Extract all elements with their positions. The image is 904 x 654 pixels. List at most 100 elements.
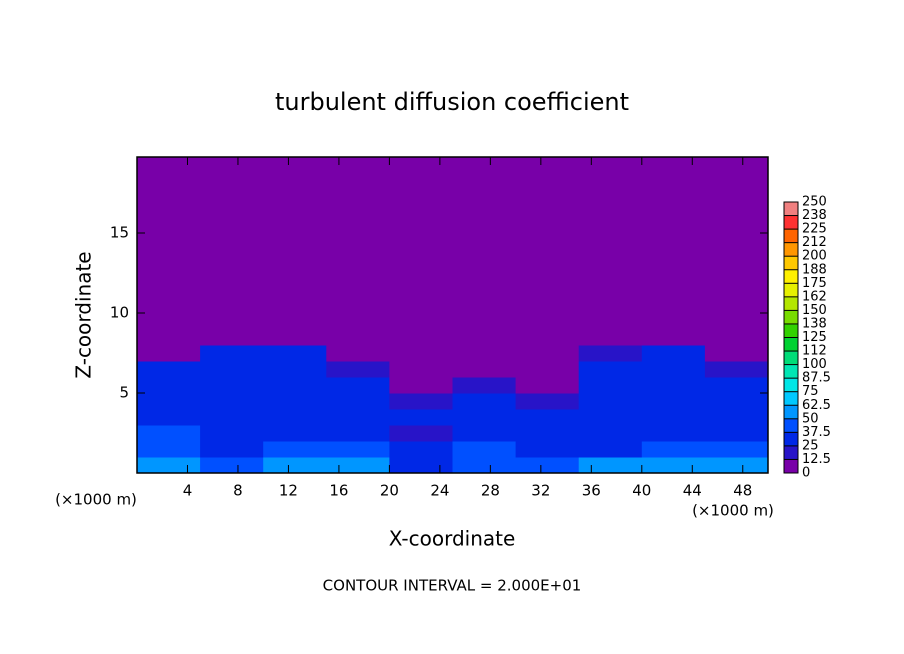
colorbar-label: 50 [802,411,819,426]
colorbar-swatch [784,445,798,460]
x-tick-label: 24 [430,482,449,500]
heat-cell [137,377,201,394]
heat-cell [200,361,264,378]
x-tick-label: 36 [582,482,601,500]
heat-cell [578,409,643,426]
colorbar-swatch [784,229,798,243]
heat-cell [200,425,264,442]
heat-cell [704,457,769,474]
heat-cell [200,457,264,474]
x-tick-label: 20 [380,482,399,500]
x-tick-label: 48 [733,482,752,500]
heat-cell [452,393,517,410]
heat-cell [452,425,517,442]
heat-cell [704,441,769,458]
heat-cell [263,345,327,362]
heat-cell [200,377,264,394]
heat-cell [389,361,453,378]
heat-cell [641,393,706,410]
colorbar-label: 112 [802,344,827,359]
heat-cell [263,425,327,442]
heat-cell [200,393,264,410]
colorbar-label: 238 [802,208,827,223]
x-axis-label: X-coordinate [389,527,516,551]
colorbar-label: 75 [802,384,819,399]
heat-cell [641,361,706,378]
heat-cell [137,441,201,458]
colorbar-label: 87.5 [802,371,831,386]
heat-cell [452,409,517,426]
x-tick-label: 16 [329,482,348,500]
heat-cell [263,393,327,410]
plot-frame [136,156,769,474]
colorbar-label: 62.5 [802,398,831,413]
heat-cell [704,393,769,410]
colorbar-label: 125 [802,330,827,345]
heat-cell [515,425,580,442]
heat-cell [578,441,643,458]
heat-cell [641,441,706,458]
heat-cell [704,345,769,362]
colorbar-label: 200 [802,249,827,264]
heat-cell [137,393,201,410]
heat-cell [578,345,643,362]
heat-cell [389,409,453,426]
heat-cell [578,377,643,394]
heat-cell [704,157,769,330]
heat-cell [515,345,580,362]
colorbar-swatch [784,459,798,473]
heat-cell [515,393,580,410]
heat-cell [326,393,390,410]
heat-cell [578,457,643,474]
x-tick-label: 28 [481,482,500,500]
heat-cell [326,377,390,394]
footer: CONTOUR INTERVAL = 2.000E+01 [323,577,582,595]
heat-cell [137,329,201,346]
heat-cell [263,329,327,346]
heat-cell [641,409,706,426]
colorbar-swatch [784,256,798,270]
heat-cell [389,329,453,346]
heat-cell [704,377,769,394]
heat-cell [704,329,769,346]
heat-cell [137,457,201,474]
heat-cell [578,329,643,346]
heat-cell [200,329,264,346]
colorbar-swatch [784,432,798,446]
heat-cell [452,441,517,458]
heat-cell [326,345,390,362]
heat-cell [704,361,769,378]
colorbar-swatch [784,215,798,230]
heat-cell [515,377,580,394]
colorbar-swatch [784,391,798,406]
y-tick-label: 5 [119,384,129,402]
x-unit-label: (×1000 m) [692,502,774,520]
colorbar-swatch [784,296,798,311]
heat-cell [578,393,643,410]
heat-cell [452,361,517,378]
heat-cell [704,425,769,442]
x-unit-label: (×1000 m) [55,491,137,509]
heat-cell [578,425,643,442]
heat-cell [452,157,517,330]
colorbar-label: 225 [802,222,827,237]
x-tick-label: 32 [531,482,550,500]
heat-cell [641,157,706,330]
heat-cell [326,329,390,346]
colorbar-label: 175 [802,276,827,291]
heat-cell [389,457,453,474]
colorbar-swatch [784,378,798,392]
heat-cell [389,157,453,330]
chart-title: turbulent diffusion coefficient [275,88,629,116]
heat-cell [641,377,706,394]
heat-cell [389,441,453,458]
colorbar-swatch [784,351,798,365]
heat-cell [263,377,327,394]
heat-cell [452,345,517,362]
y-axis-label: Z-coordinate [72,251,96,378]
x-tick-label: 8 [233,482,243,500]
heat-cell [641,457,706,474]
x-tick-label: 4 [183,482,193,500]
heat-cell [200,409,264,426]
colorbar-label: 37.5 [802,425,831,440]
